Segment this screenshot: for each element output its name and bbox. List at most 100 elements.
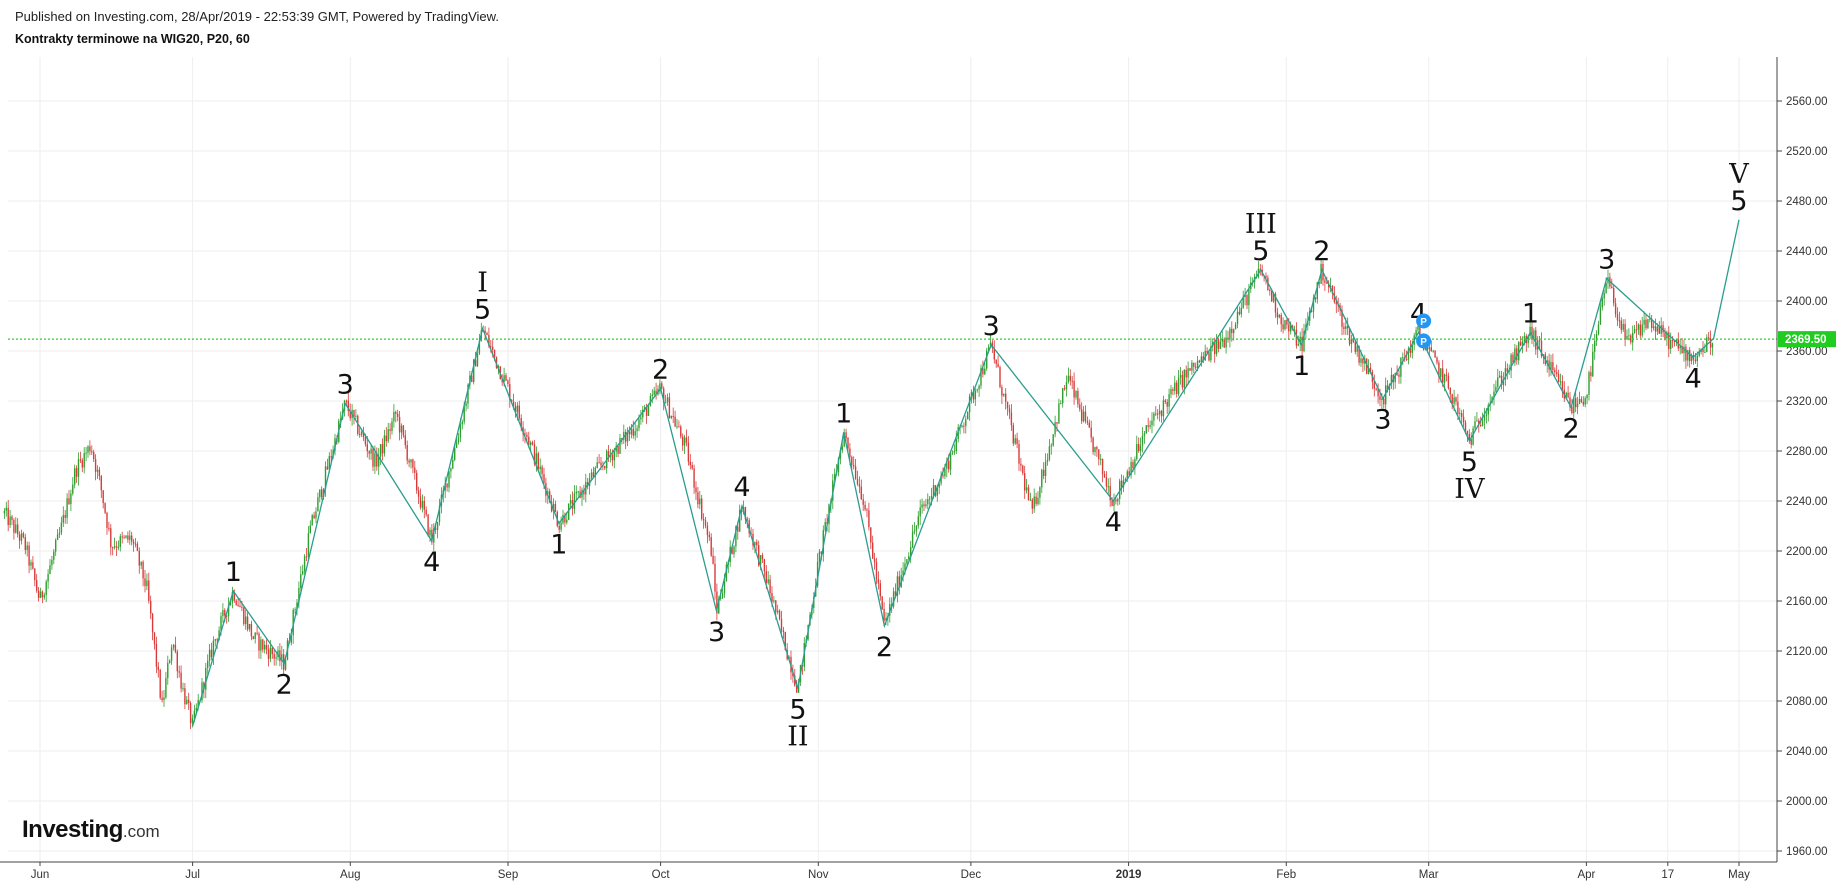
candle-body	[984, 368, 986, 375]
candle-body	[879, 583, 881, 597]
candle-body	[1333, 293, 1336, 303]
candle-body	[868, 510, 870, 528]
candle-body	[1535, 330, 1537, 350]
candle-body	[647, 406, 650, 416]
candle-body	[940, 475, 942, 484]
candle-body	[1605, 283, 1607, 293]
candle-body	[1468, 433, 1470, 440]
candle-body	[524, 433, 526, 435]
wave-degree-label: V	[1728, 159, 1749, 190]
event-markers[interactable]: PP	[1416, 313, 1432, 349]
candle-body	[503, 375, 505, 383]
candle-body	[619, 438, 621, 454]
candle-body	[1394, 373, 1396, 383]
time-tick-label: May	[1728, 869, 1750, 881]
candle-body	[203, 682, 205, 690]
candle-body	[1128, 471, 1130, 475]
candle-body	[1552, 362, 1554, 371]
candle-body	[776, 610, 779, 613]
candle-body	[186, 699, 188, 705]
last-price-label: 2369.50	[1785, 334, 1827, 346]
candle-body	[1096, 447, 1098, 450]
candle-body	[32, 562, 34, 569]
time-axis[interactable]: Jun Jul Aug Sep Oct Nov Dec 2019 Feb Mar Apr 17 May	[0, 861, 1777, 881]
candle-body	[883, 608, 885, 621]
candle-body	[1101, 458, 1104, 474]
candle-body	[529, 442, 532, 445]
candle-body	[1004, 393, 1007, 402]
candle-body	[1221, 338, 1223, 342]
price-axis[interactable]: 2560.00 2520.00 2480.00 2440.00 2400.00 2360.…	[1776, 57, 1836, 862]
candle-body	[1151, 420, 1153, 426]
candle-body	[187, 699, 190, 703]
candle-body	[1006, 401, 1009, 409]
candle-body	[1504, 368, 1507, 380]
candle-body	[1137, 444, 1140, 452]
candle-body	[1487, 404, 1489, 415]
candle-body	[938, 483, 940, 488]
candle-body	[1668, 332, 1670, 349]
candle-body	[725, 564, 728, 582]
candle-body	[537, 453, 539, 470]
candle-body	[769, 579, 771, 593]
candle-body	[978, 385, 980, 390]
candle-body	[225, 615, 228, 617]
candle-body	[290, 635, 292, 643]
candle-body	[493, 349, 496, 357]
candle-body	[1147, 425, 1149, 427]
candle-body	[37, 590, 40, 598]
candle-body	[672, 415, 674, 417]
candle-body	[258, 633, 260, 651]
p-marker-label: P	[1420, 317, 1427, 328]
candle-body	[370, 448, 372, 454]
candle-body	[733, 546, 735, 555]
wave-count-label: 3	[1374, 405, 1391, 436]
candle-body	[1569, 397, 1571, 408]
candle-body	[1656, 326, 1659, 332]
candle-body	[56, 534, 59, 541]
candle-body	[140, 561, 142, 566]
candle-body	[1225, 337, 1227, 348]
candle-body	[737, 526, 739, 532]
candle-body	[134, 543, 137, 545]
wave-count-label: 4	[1105, 507, 1122, 538]
candle-body	[62, 515, 64, 523]
candle-body	[455, 442, 458, 448]
candle-body	[113, 546, 116, 548]
candle-body	[676, 426, 678, 428]
candle-body	[1474, 421, 1476, 429]
candle-body	[1008, 408, 1011, 413]
price-tick-label: 2280.00	[1786, 446, 1828, 458]
candle-body	[486, 332, 488, 335]
candle-body	[385, 435, 387, 442]
candle-body	[79, 459, 82, 461]
candle-body	[1248, 289, 1250, 306]
candle-body	[693, 468, 695, 488]
candle-body	[1060, 403, 1062, 405]
logo-suffix: .com	[122, 822, 160, 841]
p-marker-badge[interactable]	[1416, 313, 1432, 329]
candle-body	[393, 411, 395, 422]
candle-body	[896, 576, 899, 596]
candle-body	[1485, 414, 1488, 417]
candle-body	[1115, 499, 1117, 502]
candle-body	[1445, 374, 1448, 376]
time-tick-label: Oct	[652, 869, 671, 881]
candle-body	[539, 466, 541, 470]
p-marker-badge[interactable]	[1416, 333, 1432, 349]
candle-body	[161, 697, 163, 701]
candle-body	[89, 446, 91, 452]
candle-body	[9, 516, 11, 526]
candle-body	[837, 458, 840, 473]
candle-body	[347, 400, 349, 412]
candle-body	[1476, 420, 1478, 422]
candle-body	[932, 485, 935, 496]
candle-body	[43, 595, 45, 598]
candle-body	[947, 460, 950, 470]
candle-body	[596, 462, 598, 468]
candle-body	[212, 640, 215, 657]
candle-body	[309, 525, 311, 534]
candle-body	[531, 442, 534, 445]
candle-body	[1645, 319, 1647, 329]
